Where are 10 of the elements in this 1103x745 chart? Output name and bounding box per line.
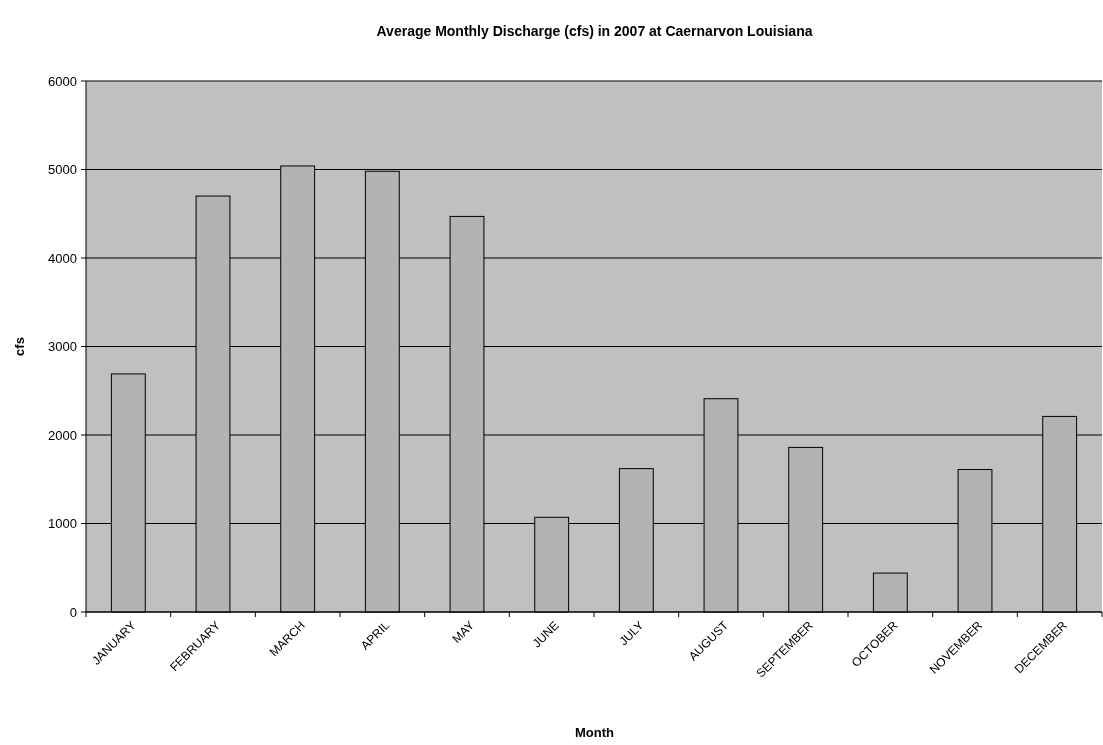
y-tick-label: 5000 (48, 162, 77, 178)
y-axis-title: cfs (12, 337, 27, 356)
y-tick-label: 6000 (48, 73, 77, 89)
chart-title: Average Monthly Discharge (cfs) in 2007 at Caernarvon Louisiana (376, 23, 813, 39)
y-tick-label: 2000 (48, 427, 77, 443)
y-tick-label: 3000 (48, 339, 77, 355)
y-tick-label: 1000 (48, 516, 77, 532)
y-tick-label: 0 (69, 604, 77, 620)
x-axis-title: Month (575, 725, 615, 740)
y-tick-label: 4000 (48, 250, 77, 266)
